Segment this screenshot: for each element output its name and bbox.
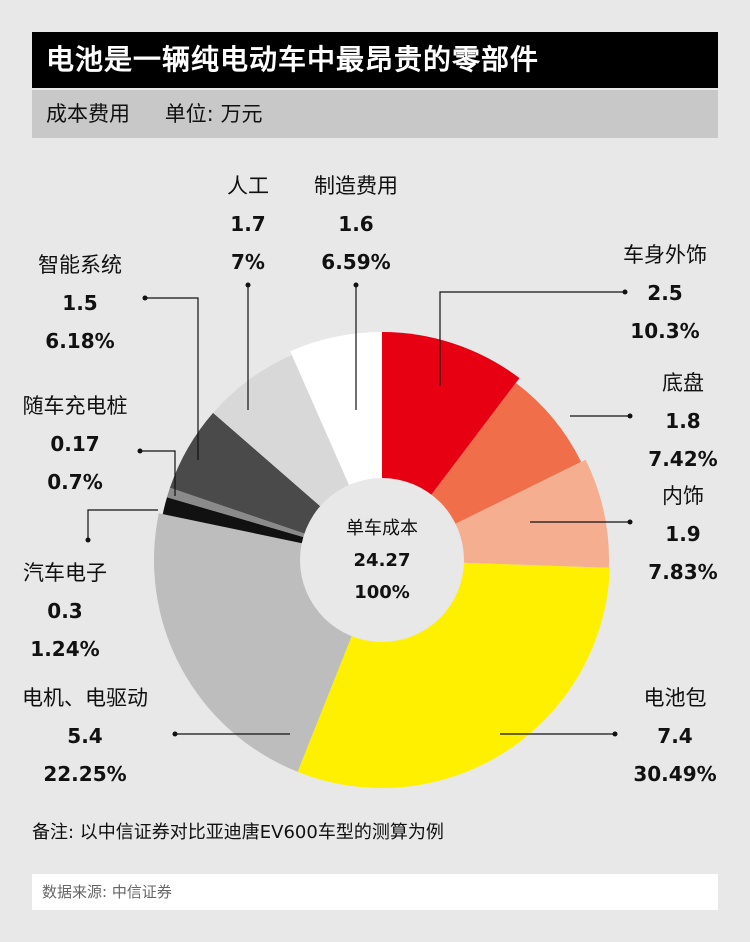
slice-value-3: 1.9 [665,522,700,546]
subtitle: 成本费用 [46,102,130,126]
slice-percent-7: 0.7% [47,470,102,494]
leader-dot-1 [622,289,628,295]
slice-name-2: 底盘 [662,371,704,395]
slice-name-10: 制造费用 [314,174,398,198]
slice-percent-9: 7% [231,250,265,274]
slice-percent-4: 30.49% [633,762,716,786]
leader-line-1 [439,291,625,386]
center-label: 单车成本 [346,518,418,539]
leader-lines [85,282,633,737]
slice-value-4: 7.4 [657,724,692,748]
slice-percent-3: 7.83% [648,560,717,584]
leader-line-8 [145,297,199,460]
slice-name-7: 随车充电桩 [23,394,128,418]
slice-value-5: 5.4 [67,724,102,748]
source-bar: 数据来源: 中信证券 [32,874,718,910]
slice-name-3: 内饰 [662,484,704,508]
leader-dot-8 [142,295,148,301]
slice-labels: 车身外饰 2.5 10.3% 底盘 1.8 7.42% 内饰 1.9 7.83% 电池包 7.4 30… [22,174,718,786]
center-percent: 100% [354,582,410,603]
leader-line-7 [140,450,176,496]
slice-percent-1: 10.3% [630,319,699,343]
slice-name-4: 电池包 [644,686,707,710]
leader-line-6 [87,509,158,540]
donut-hole [300,478,464,642]
slice-name-5: 电机、电驱动 [22,686,148,710]
source-text: 数据来源: 中信证券 [42,883,172,901]
slice-percent-6: 1.24% [30,637,99,661]
slice-value-8: 1.5 [62,291,97,315]
slice-percent-8: 6.18% [45,329,114,353]
slice-name-6: 汽车电子 [23,561,107,585]
slice-name-8: 智能系统 [38,253,122,277]
slice-value-7: 0.17 [50,432,99,456]
leader-dot-10 [353,282,359,288]
leader-dot-2 [627,413,633,419]
slice-value-10: 1.6 [338,212,373,236]
footnote: 备注: 以中信证券对比亚迪唐EV600车型的测算为例 [32,822,444,843]
slice-percent-10: 6.59% [321,250,390,274]
leader-dot-4 [612,731,618,737]
slice-value-2: 1.8 [665,409,700,433]
center-total: 24.27 [354,550,411,571]
slice-name-9: 人工 [227,174,269,198]
unit-label: 单位: 万元 [164,102,263,126]
slice-value-6: 0.3 [47,599,82,623]
chart-title: 电池是一辆纯电动车中最昂贵的零部件 [32,32,718,88]
slice-percent-5: 22.25% [43,762,126,786]
leader-dot-9 [245,282,251,288]
leader-dot-3 [627,519,633,525]
leader-dot-6 [85,537,91,543]
slice-name-1: 车身外饰 [623,243,707,267]
slice-value-1: 2.5 [647,281,682,305]
slice-percent-2: 7.42% [648,447,717,471]
slice-value-9: 1.7 [230,212,265,236]
leader-dot-7 [137,448,143,454]
subtitle-bar: 成本费用 单位: 万元 [32,90,718,138]
leader-dot-5 [172,731,178,737]
